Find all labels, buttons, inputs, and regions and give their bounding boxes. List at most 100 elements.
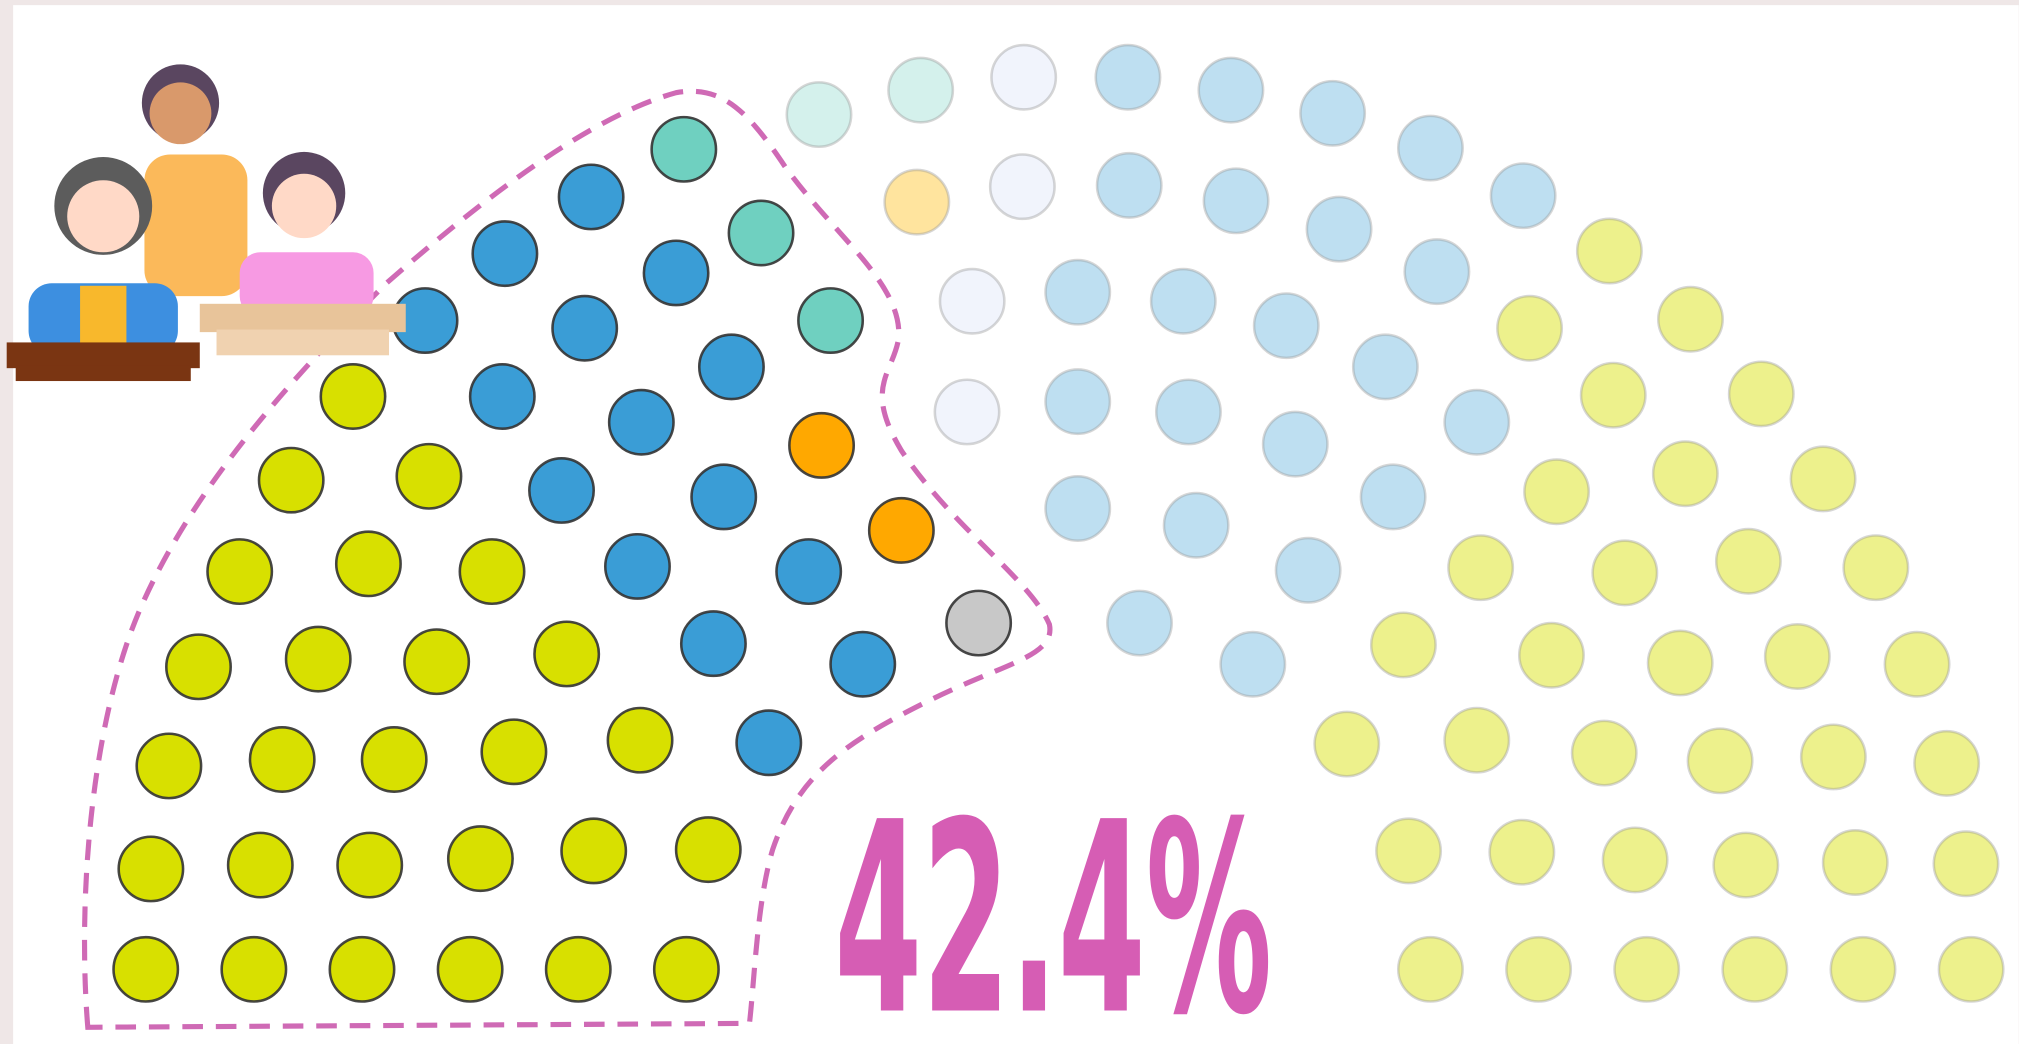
seat-dot <box>609 390 673 454</box>
seat-dot <box>654 937 718 1001</box>
seat-dot <box>1688 729 1752 793</box>
seat-dot <box>605 534 669 598</box>
headline-percentage: 42.4% <box>834 767 1272 1044</box>
seat-dot <box>166 635 230 699</box>
seat-dot <box>336 532 400 596</box>
seat-dot <box>1519 623 1583 687</box>
seat-dot <box>699 335 763 399</box>
seat-dot <box>1572 721 1636 785</box>
seat-dot <box>1658 287 1722 351</box>
seat-dot <box>787 82 851 146</box>
infographic: 42.4% <box>0 0 2019 1044</box>
seat-dot <box>1615 937 1679 1001</box>
seat-dot <box>470 364 534 428</box>
seat-dot <box>259 448 323 512</box>
seat-dot <box>1254 294 1318 358</box>
seat-dot <box>737 711 801 775</box>
seat-dot <box>1221 632 1285 696</box>
page: {"headline": "42.4%"} 42.4% (() => { con… <box>0 0 2019 1044</box>
seat-dot <box>1581 363 1645 427</box>
seat-dot <box>1204 169 1268 233</box>
seat-dot <box>885 170 949 234</box>
seat-dot <box>330 937 394 1001</box>
seat-dot <box>1046 260 1110 324</box>
seat-dot <box>729 201 793 265</box>
seat-dot <box>608 708 672 772</box>
seat-dot <box>1716 529 1780 593</box>
seat-dot <box>222 937 286 1001</box>
seat-dot <box>228 833 292 897</box>
seat-dot <box>1714 833 1778 897</box>
seat-dot <box>776 539 840 603</box>
seat-dot <box>991 45 1055 109</box>
seat-dot <box>1164 493 1228 557</box>
seat-dot <box>831 632 895 696</box>
seat-dot <box>321 364 385 428</box>
seat-dot <box>1577 219 1641 283</box>
seat-dot <box>1506 937 1570 1001</box>
seat-dot <box>338 833 402 897</box>
seat-dot <box>119 837 183 901</box>
seat-dot <box>1353 335 1417 399</box>
seat-dot <box>1300 81 1364 145</box>
seat-dot <box>1307 197 1371 261</box>
seat-dot <box>114 937 178 1001</box>
seat-dot <box>676 817 740 881</box>
seat-dot <box>1156 380 1220 444</box>
seat-dot <box>553 296 617 360</box>
seat-dot <box>208 539 272 603</box>
seat-dot <box>1593 541 1657 605</box>
seat-dot <box>1490 820 1554 884</box>
seat-dot <box>534 622 598 686</box>
seat-dot <box>946 591 1010 655</box>
seat-dot <box>1729 362 1793 426</box>
seat-dot <box>935 380 999 444</box>
seat-dot <box>559 165 623 229</box>
seat-dot <box>362 727 426 791</box>
seat-dot <box>1445 708 1509 772</box>
seat-dot <box>1497 296 1561 360</box>
seat-dot <box>644 241 708 305</box>
seat-dot <box>482 720 546 784</box>
seat-dot <box>1276 538 1340 602</box>
seat-dot <box>1405 239 1469 303</box>
seat-dot <box>1765 624 1829 688</box>
seat-dot <box>438 937 502 1001</box>
seat-dot <box>1844 536 1908 600</box>
seat-dot <box>1648 631 1712 695</box>
seat-dot <box>789 413 853 477</box>
seat-dot <box>562 819 626 883</box>
seat-dot <box>1107 591 1171 655</box>
seat-dot <box>1263 412 1327 476</box>
seat-dot <box>1524 460 1588 524</box>
seat-dot <box>1653 442 1717 506</box>
seat-dot <box>137 734 201 798</box>
seat-dot <box>681 611 745 675</box>
seat-dot <box>460 539 524 603</box>
seat-dot <box>692 465 756 529</box>
seat-dot <box>1791 447 1855 511</box>
seat-dot <box>940 269 1004 333</box>
seat-dot <box>652 117 716 181</box>
seat-dot <box>1603 828 1667 892</box>
seat-dot <box>1376 819 1440 883</box>
seat-dot <box>1445 390 1509 454</box>
seat-dot <box>546 937 610 1001</box>
seat-dot <box>1398 937 1462 1001</box>
seat-dot <box>1046 369 1110 433</box>
seat-dot <box>1914 731 1978 795</box>
seat-dot <box>1448 536 1512 600</box>
seat-dot <box>1723 937 1787 1001</box>
seat-dot <box>448 826 512 890</box>
seat-dot <box>404 629 468 693</box>
seat-dot <box>1491 163 1555 227</box>
seat-dot <box>1398 116 1462 180</box>
seat-dot <box>286 627 350 691</box>
seat-dot <box>798 288 862 352</box>
seat-dot <box>1361 465 1425 529</box>
seat-dot <box>397 444 461 508</box>
seat-dot <box>1831 937 1895 1001</box>
seat-dot <box>1046 476 1110 540</box>
seat-dot <box>888 58 952 122</box>
seat-dot <box>529 458 593 522</box>
